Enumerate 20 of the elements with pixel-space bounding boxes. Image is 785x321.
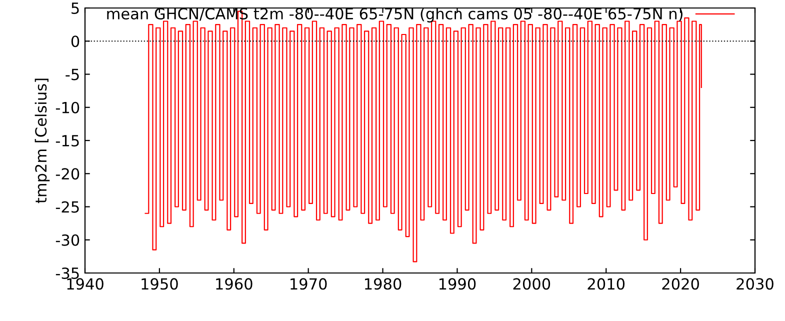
x-tick-label: 1940 <box>67 278 104 290</box>
y-tick-label: 0 <box>71 36 80 48</box>
x-tick-label: 1960 <box>216 278 252 290</box>
x-tick-label: 2000 <box>513 278 550 290</box>
x-tick-label: 1950 <box>142 278 178 290</box>
y-tick-label: 5 <box>72 2 79 14</box>
x-tick-label: 1990 <box>439 278 476 290</box>
x-tick-label: 1970 <box>290 278 327 290</box>
y-axis-title: tmp2m [Celsius] <box>34 78 50 204</box>
x-tick-label: 2020 <box>662 278 699 290</box>
y-tick-label: -5 <box>66 68 79 80</box>
y-tick-label: -25 <box>56 201 79 213</box>
x-tick-label: 2030 <box>736 278 774 290</box>
y-tick-label: -15 <box>56 135 79 147</box>
x-tick-label: 1980 <box>365 278 402 290</box>
y-tick-label: -35 <box>56 267 79 280</box>
y-tick-label: -30 <box>56 234 80 246</box>
x-tick-label: 2010 <box>588 278 625 290</box>
y-tick-label: -20 <box>56 168 80 180</box>
y-tick-label: -10 <box>56 102 80 114</box>
